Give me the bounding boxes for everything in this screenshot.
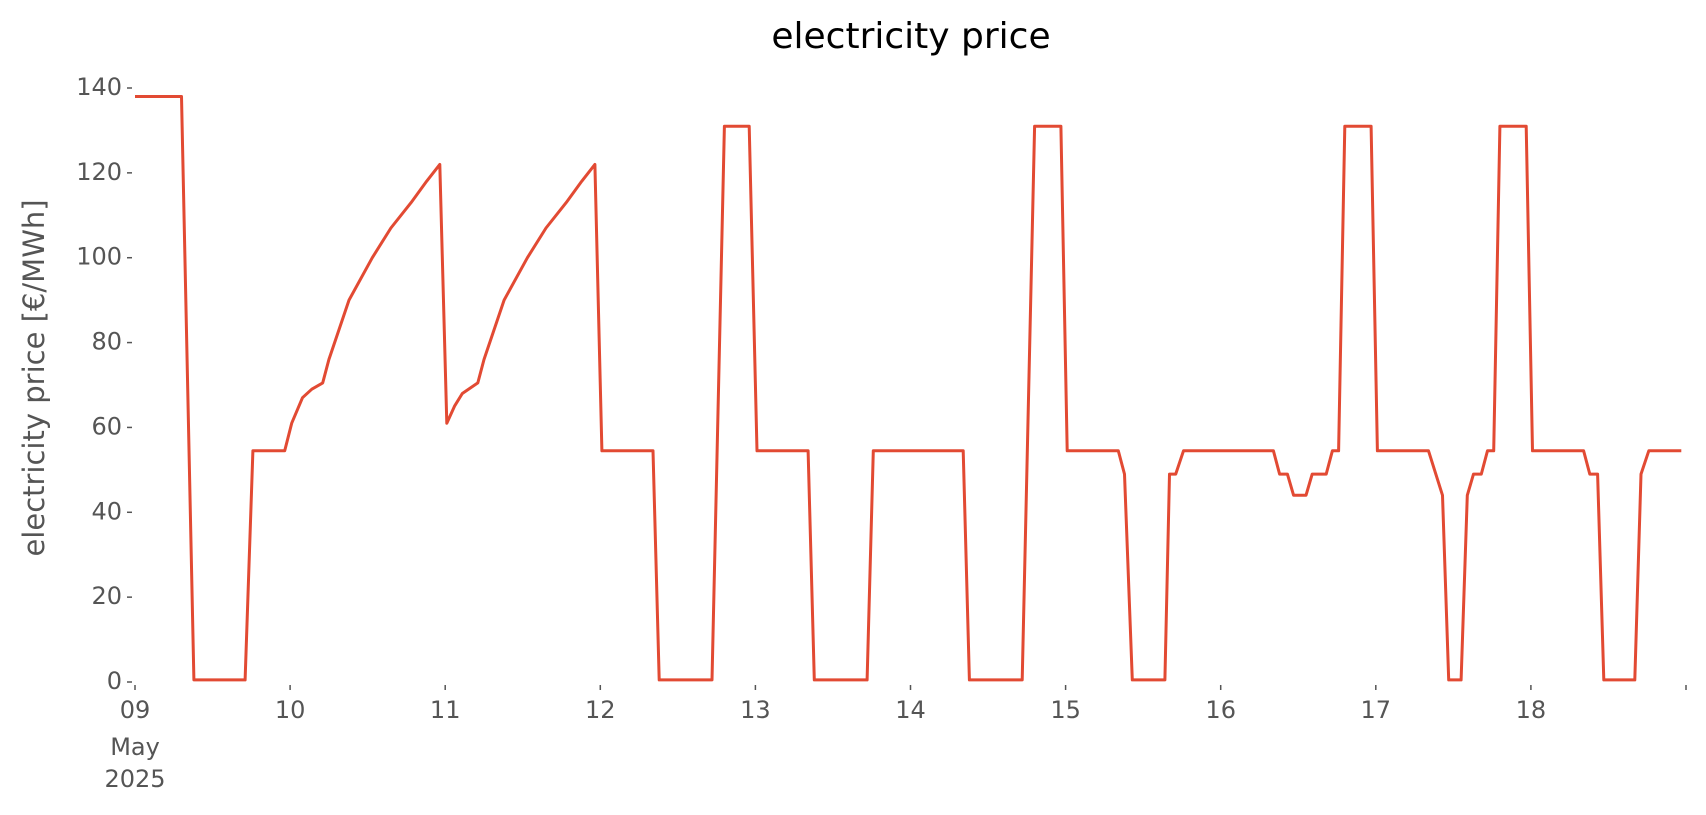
chart-title: electricity price [771,16,1050,57]
x-tick-label: 15 [1050,696,1081,724]
x-tick-label: 09 [120,696,151,724]
x-tick-label: 17 [1361,696,1392,724]
y-tick-label: 60 [91,412,122,440]
x-tick-label: 18 [1516,696,1547,724]
x-tick-label: 13 [740,696,771,724]
x-tick-label: 14 [895,696,926,724]
x-tick-sublabel: May [110,733,160,761]
price-line [135,95,1682,682]
x-tick-label: 16 [1205,696,1236,724]
y-tick-label: 20 [91,582,122,610]
y-tick-label: 40 [91,497,122,525]
y-tick-label: 0 [107,667,122,695]
y-tick-label: 100 [76,243,122,271]
x-tick-label: 11 [430,696,461,724]
y-tick-label: 140 [76,73,122,101]
y-axis-label: electricity price [€/MWh] [17,199,51,556]
x-tick-label: 12 [585,696,616,724]
y-tick-label: 80 [91,328,122,356]
x-tick-label: 10 [275,696,306,724]
y-tick-label: 120 [76,158,122,186]
x-tick-sublabel: 2025 [104,765,165,793]
